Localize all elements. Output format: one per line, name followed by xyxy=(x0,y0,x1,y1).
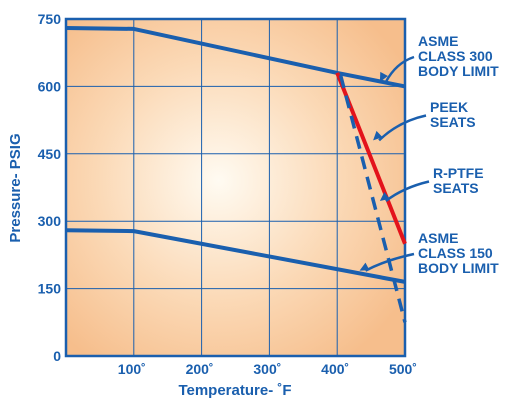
annotation-2-line-0: R-PTFE xyxy=(433,165,484,181)
annotation-3-arrowhead xyxy=(359,262,370,271)
annotation-1-line-0: PEEK xyxy=(430,99,468,115)
y-tick-label-3: 450 xyxy=(38,146,62,162)
annotation-3-line-1: CLASS 150 xyxy=(418,245,493,261)
grid xyxy=(64,17,407,358)
y-axis-title: Pressure- PSIG xyxy=(7,133,24,242)
annotation-1-line-1: SEATS xyxy=(430,114,476,130)
series-line-3 xyxy=(338,74,407,323)
annotation-3-line-0: ASME xyxy=(418,230,458,246)
x-tick-label-4: 500˚ xyxy=(389,361,417,377)
y-tick-label-4: 600 xyxy=(38,78,62,94)
annotation-0-line-1: CLASS 300 xyxy=(418,48,493,64)
annotation-1-arrowhead xyxy=(373,130,383,141)
series-line-1 xyxy=(65,228,406,284)
tick-labels: 0 150 300 450 600 750 100˚ 200˚ 300˚ 400˚ 500˚ xyxy=(38,11,417,377)
annotation-2-line-1: SEATS xyxy=(433,180,479,196)
plot-frame xyxy=(64,17,407,358)
annotation-2-arrowhead xyxy=(379,192,390,201)
annotation-3-arrow xyxy=(364,252,415,272)
plot-background xyxy=(66,19,405,356)
annotation-3-line-2: BODY LIMIT xyxy=(418,260,499,276)
y-tick-label-1: 150 xyxy=(38,281,62,297)
y-tick-label-0: 0 xyxy=(53,348,61,364)
x-tick-label-2: 300˚ xyxy=(253,361,281,377)
x-tick-label-3: 400˚ xyxy=(321,361,349,377)
series-line-0 xyxy=(65,26,406,89)
annotation-0-arrow xyxy=(384,55,415,83)
annotation-0-line-2: BODY LIMIT xyxy=(418,63,499,79)
x-tick-label-0: 100˚ xyxy=(118,361,146,377)
y-tick-label-5: 750 xyxy=(38,11,62,27)
annotation-0-arrowhead xyxy=(379,71,388,82)
annotation-1-arrow xyxy=(378,114,427,142)
y-tick-label-2: 300 xyxy=(38,213,62,229)
x-axis-title: Temperature- ˚F xyxy=(178,382,291,399)
annotation-0-line-0: ASME xyxy=(418,33,458,49)
series-layer xyxy=(65,26,407,323)
x-tick-label-1: 200˚ xyxy=(186,361,214,377)
